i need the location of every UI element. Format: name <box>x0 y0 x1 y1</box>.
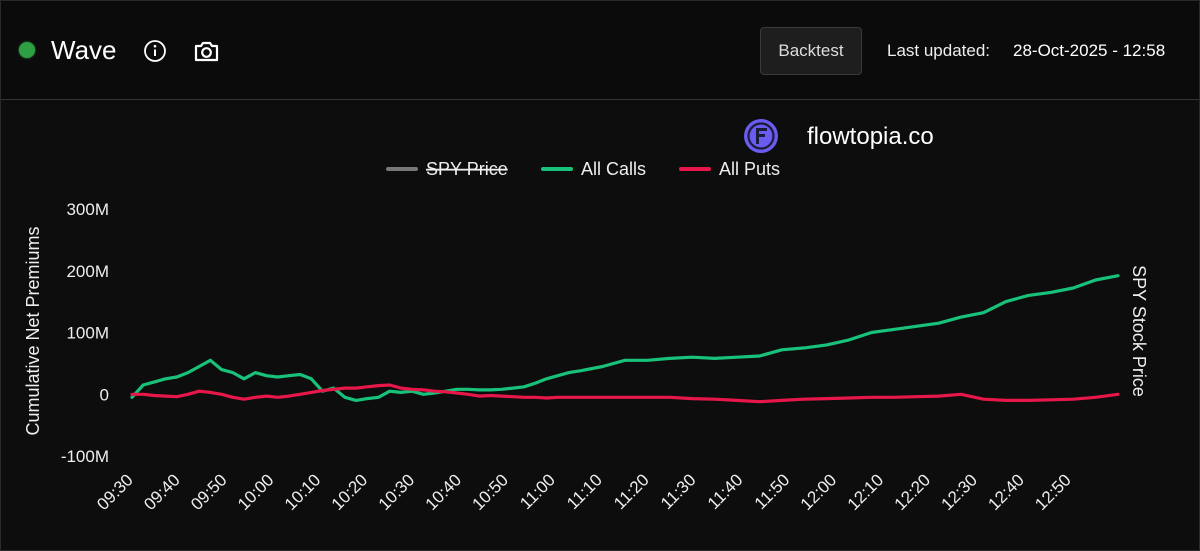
x-tick-label: 10:00 <box>234 470 278 514</box>
x-tick-label: 09:30 <box>93 470 137 514</box>
x-tick-label: 12:00 <box>797 470 841 514</box>
legend-item-label: All Puts <box>719 159 780 179</box>
x-tick-label: 10:40 <box>422 470 466 514</box>
x-tick-label: 10:50 <box>469 470 513 514</box>
x-tick-label: 10:20 <box>328 470 372 514</box>
x-tick-label: 09:40 <box>140 470 184 514</box>
y-tick-label: -100M <box>61 447 109 466</box>
last-updated-label: Last updated: <box>887 41 991 60</box>
x-tick-label: 12:10 <box>844 470 888 514</box>
y-axis-title: Cumulative Net Premiums <box>23 226 43 435</box>
legend-item-label: SPY Price <box>426 159 508 179</box>
x-tick-label: 12:40 <box>984 470 1028 514</box>
x-tick-label: 11:20 <box>610 470 653 513</box>
x-tick-label: 11:00 <box>516 470 559 513</box>
header-bar: Wave Backtest Last updated: 28-Oct-2025 … <box>1 1 1199 100</box>
x-tick-label: 12:20 <box>891 470 935 514</box>
y-tick-label: 200M <box>66 262 109 281</box>
all-puts-series-line <box>130 383 1120 404</box>
x-tick-label: 09:50 <box>187 470 231 514</box>
x-tick-label: 11:30 <box>657 470 700 513</box>
x-tick-label: 11:50 <box>751 470 794 513</box>
x-tick-label: 10:30 <box>375 470 419 514</box>
info-icon[interactable] <box>143 39 167 63</box>
y-tick-label: 0 <box>100 385 109 404</box>
page-title: Wave <box>51 35 117 65</box>
y-tick-label: 100M <box>66 324 109 343</box>
x-tick-label: 11:10 <box>563 470 606 513</box>
brand-text: flowtopia.co <box>807 123 934 150</box>
camera-icon[interactable] <box>193 38 220 64</box>
last-updated-value: 28-Oct-2025 - 12:58 <box>1013 41 1166 60</box>
all-calls-series-line <box>130 274 1120 402</box>
legend-item-label: All Calls <box>581 159 646 179</box>
flowtopia-logo-icon <box>744 119 778 153</box>
y-tick-label: 300M <box>66 200 109 219</box>
status-dot <box>19 42 35 58</box>
x-tick-label: 11:40 <box>704 470 747 513</box>
backtest-button[interactable]: Backtest <box>760 27 862 75</box>
x-tick-label: 10:10 <box>281 470 325 514</box>
x-tick-label: 12:30 <box>938 470 982 514</box>
x-tick-label: 12:50 <box>1031 470 1075 514</box>
y2-axis-title: SPY Stock Price <box>1129 265 1149 397</box>
